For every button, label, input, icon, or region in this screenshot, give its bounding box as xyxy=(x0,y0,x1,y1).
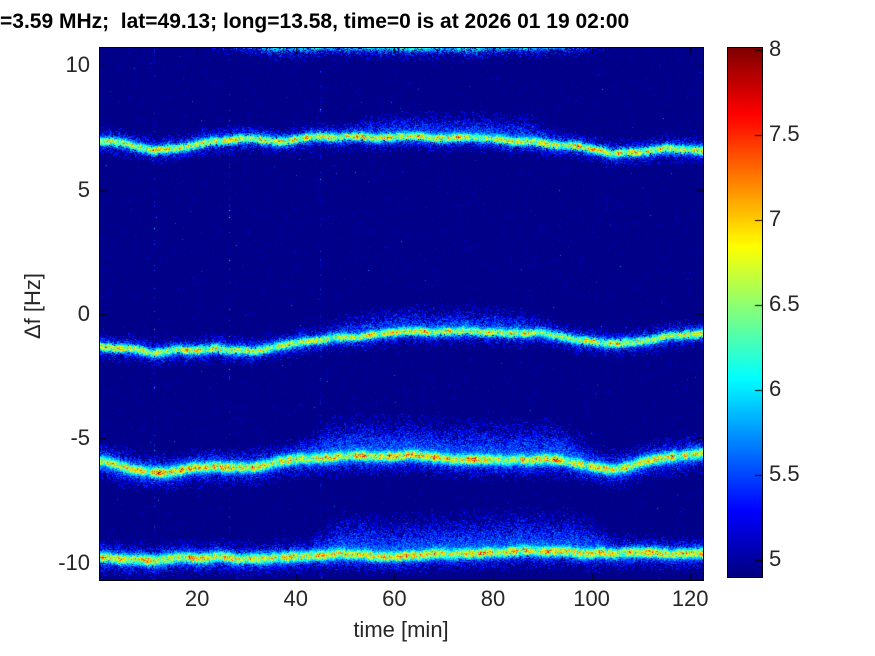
colorbar xyxy=(727,47,763,578)
colorbar-tick-label: 5.5 xyxy=(769,460,800,486)
colorbar-gradient xyxy=(728,48,762,577)
plot-title: =3.59 MHz; lat=49.13; long=13.58, time=0… xyxy=(0,10,630,33)
colorbar-tick-label: 6.5 xyxy=(769,290,800,316)
x-tick-label: 20 xyxy=(184,586,210,611)
x-tick-label: 80 xyxy=(480,586,506,611)
x-tick-label: 40 xyxy=(283,586,308,611)
colorbar-tick-label: 7.5 xyxy=(769,120,800,146)
colorbar-tick-label: 6 xyxy=(769,375,782,401)
spectrogram-heatmap xyxy=(100,48,703,580)
y-tick-label: -10 xyxy=(58,549,90,575)
colorbar-tick-label: 7 xyxy=(769,205,782,231)
y-tick-label: 10 xyxy=(65,52,90,78)
y-tick-label: -5 xyxy=(70,425,90,451)
x-tick-label: 100 xyxy=(573,586,610,611)
x-axis-label: time [min] xyxy=(353,617,449,642)
y-tick-label: 0 xyxy=(77,301,90,326)
colorbar-tick-label: 8 xyxy=(769,35,782,61)
y-tick-label: 5 xyxy=(77,176,90,202)
x-tick-label: 60 xyxy=(382,586,407,611)
x-tick-label: 120 xyxy=(671,586,709,611)
plot-axes xyxy=(99,47,704,581)
colorbar-tick-label: 5 xyxy=(769,545,782,571)
